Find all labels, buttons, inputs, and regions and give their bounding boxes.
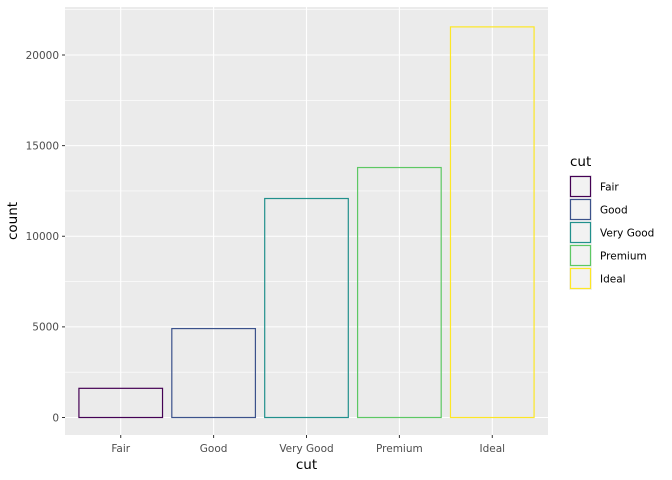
legend-label: Good — [600, 205, 628, 217]
y-axis-title: count — [5, 202, 21, 240]
legend-title: cut — [570, 154, 591, 170]
x-axis-title: cut — [296, 457, 317, 473]
legend-item: Very Good — [569, 221, 654, 244]
legend-key-background — [569, 221, 592, 244]
y-tick-label: 20000 — [26, 50, 59, 62]
bar — [449, 26, 535, 419]
bar — [171, 327, 257, 419]
y-tick-label: 0 — [52, 412, 59, 424]
legend-label: Premium — [600, 251, 647, 263]
legend-swatch — [569, 198, 592, 221]
legend-swatch — [569, 244, 592, 267]
x-tick-label: Ideal — [479, 443, 505, 455]
x-tick-label: Fair — [111, 443, 130, 455]
bar — [78, 387, 164, 419]
legend-key-background — [569, 175, 592, 198]
y-tick-label: 10000 — [26, 231, 59, 243]
legend-item: Ideal — [569, 267, 626, 290]
legend-swatch — [569, 175, 592, 198]
legend-item: Fair — [569, 175, 619, 198]
x-axis: Fair Good Very Good Premium Ideal — [111, 435, 505, 455]
x-tick-label: Premium — [376, 443, 423, 455]
y-axis: 0 5000 10000 15000 20000 — [26, 50, 65, 424]
legend-swatch — [569, 267, 592, 290]
legend: Fair Good Very Good Premium Ideal — [569, 175, 654, 290]
y-tick-label: 5000 — [32, 322, 59, 334]
legend-key-background — [569, 198, 592, 221]
y-tick-label: 15000 — [26, 140, 59, 152]
bars — [78, 26, 535, 419]
bar — [264, 197, 349, 419]
legend-key-background — [569, 244, 592, 267]
legend-swatch — [569, 221, 592, 244]
legend-item: Premium — [569, 244, 647, 267]
x-tick-label: Very Good — [279, 443, 333, 455]
legend-key-background — [569, 267, 592, 290]
x-tick-label: Good — [200, 443, 228, 455]
legend-label: Fair — [600, 182, 619, 194]
grid-lines — [65, 7, 548, 435]
legend-item: Good — [569, 198, 628, 221]
bar — [356, 166, 442, 419]
legend-label: Ideal — [600, 274, 626, 286]
legend-label: Very Good — [600, 228, 654, 240]
